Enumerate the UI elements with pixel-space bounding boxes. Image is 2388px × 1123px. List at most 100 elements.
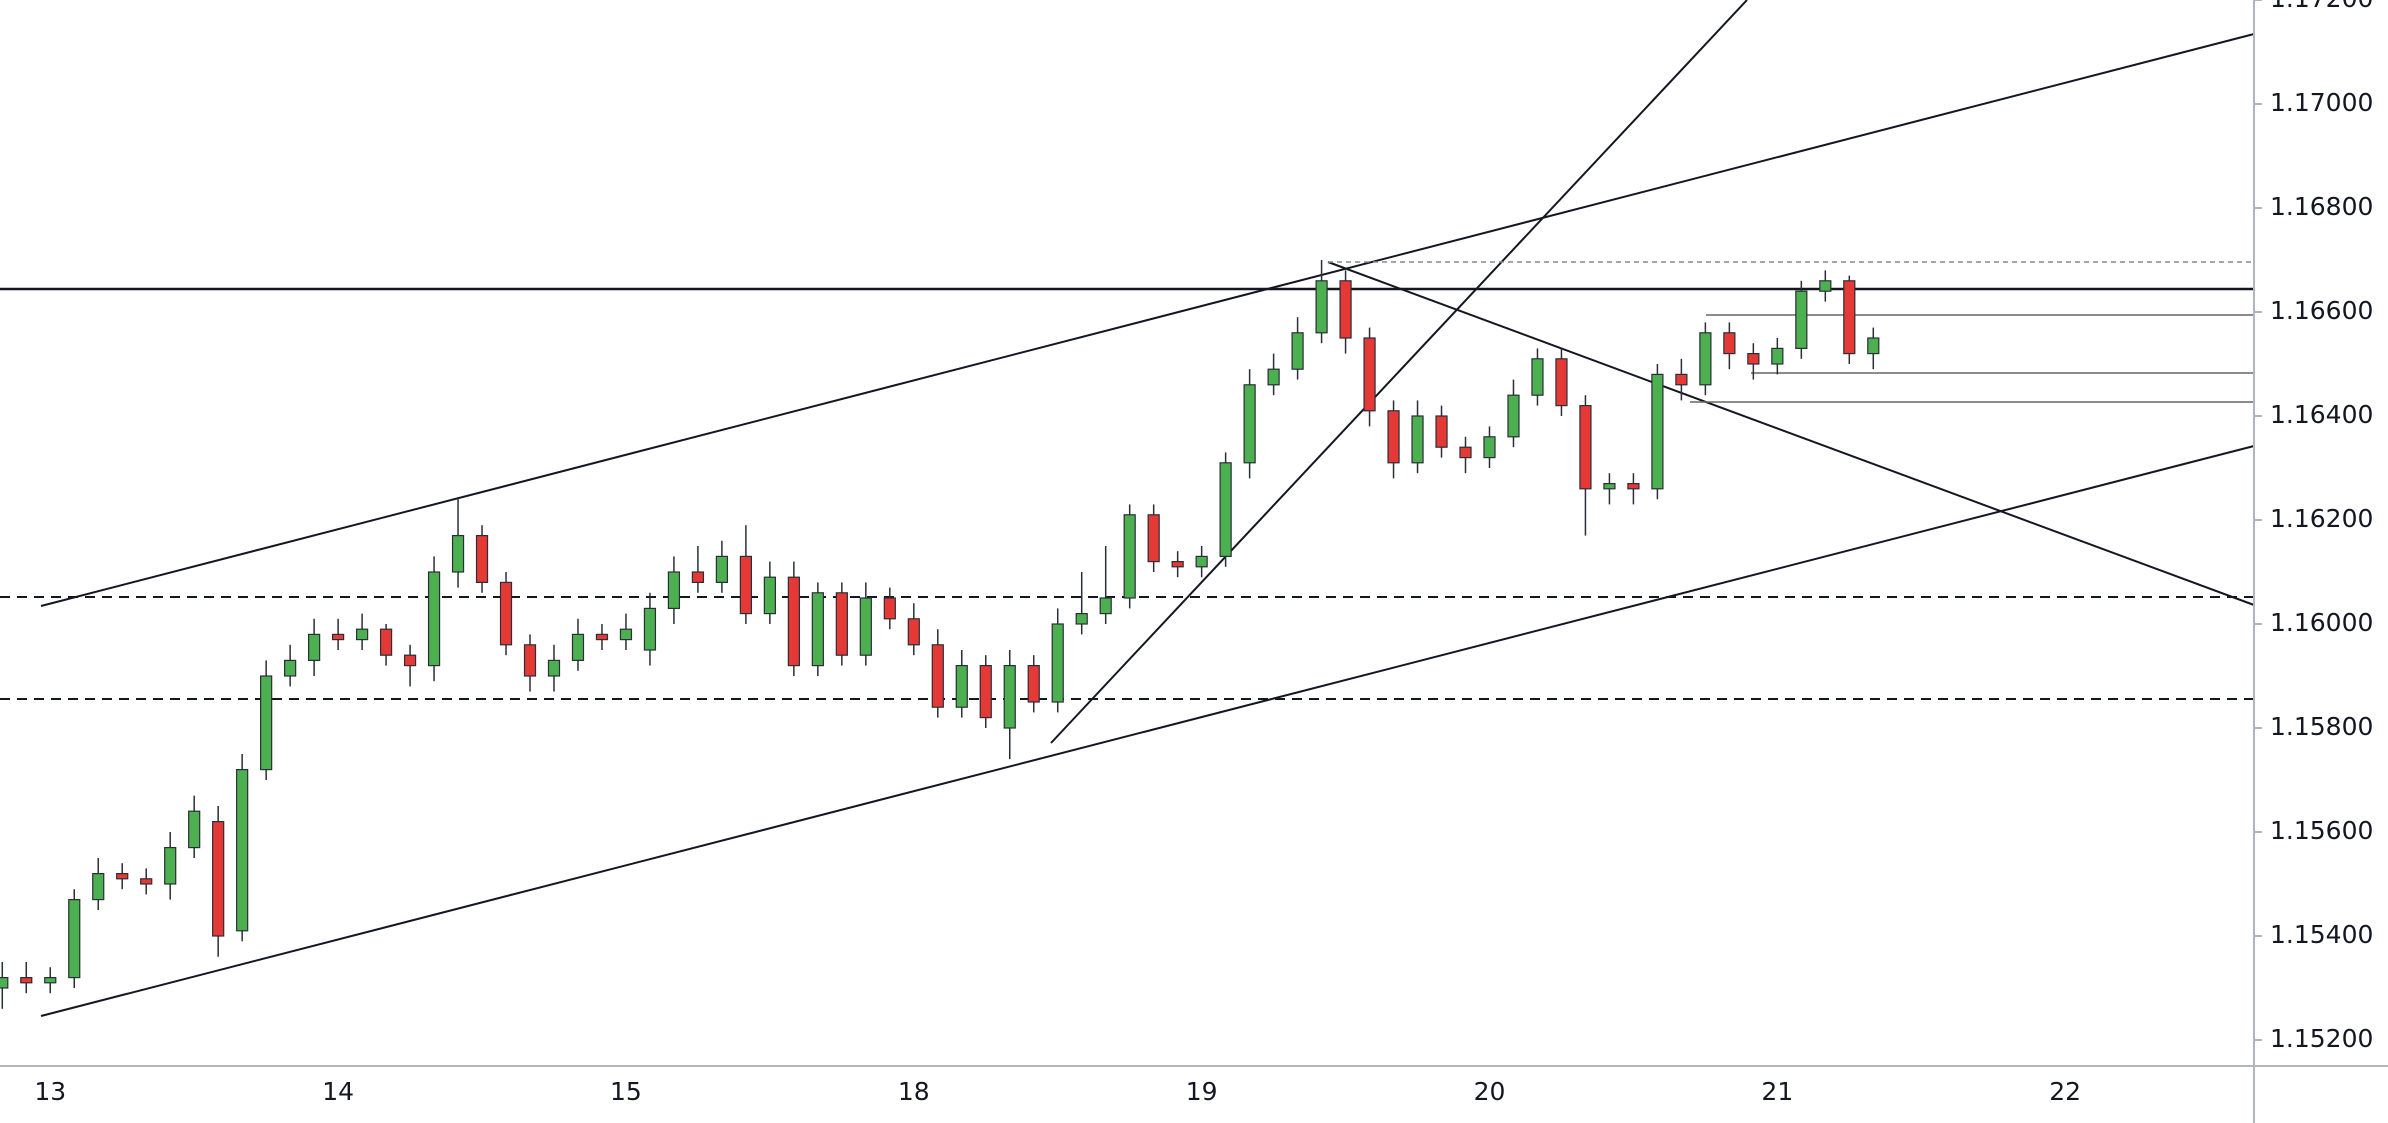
y-tick-label: 1.15200 <box>2270 1024 2373 1053</box>
candle-body <box>1243 384 1256 464</box>
candle-body <box>1603 483 1616 490</box>
y-tick-label: 1.15600 <box>2270 816 2373 845</box>
x-tick-label: 14 <box>322 1077 354 1106</box>
candle-body <box>595 633 609 641</box>
candle-body <box>451 534 465 573</box>
candle-body <box>403 654 417 667</box>
candle-body <box>1579 405 1592 490</box>
candle-body <box>523 644 537 677</box>
candle-body <box>811 592 824 667</box>
candle-body <box>691 571 705 583</box>
candle-body <box>1123 514 1136 599</box>
candle-body <box>1099 597 1112 615</box>
candle-body <box>1627 483 1640 490</box>
candle-body <box>1843 280 1856 355</box>
candle-body <box>1075 612 1088 625</box>
candle-body <box>1027 664 1040 703</box>
x-tick-label: 18 <box>898 1077 930 1106</box>
candle-body <box>1147 514 1160 563</box>
lower-channel-line <box>40 445 2255 1017</box>
candle-body <box>1051 623 1064 703</box>
x-tick-label: 13 <box>34 1077 66 1106</box>
y-tick-label: 1.15800 <box>2270 712 2373 741</box>
candle-body <box>619 628 633 641</box>
candle-body <box>835 592 848 656</box>
candle-body <box>643 607 657 651</box>
candle-body <box>859 597 872 656</box>
upper-channel-line <box>40 33 2255 607</box>
candle-body <box>1699 332 1712 386</box>
candle-body <box>1507 394 1520 438</box>
candle-body <box>331 633 345 641</box>
candle-body <box>1747 353 1760 365</box>
steep-trend-line <box>1050 0 1748 744</box>
candle-body <box>1531 358 1544 396</box>
candle-body <box>188 810 201 849</box>
candle-body <box>1867 337 1880 355</box>
candle-body <box>116 872 129 880</box>
candles <box>0 260 1880 1009</box>
candle-body <box>1435 415 1448 448</box>
falling-trend-line <box>1327 261 2255 606</box>
candle-body <box>164 846 177 885</box>
candle-body <box>547 659 561 677</box>
candle-body <box>140 878 153 885</box>
candle-body <box>1483 436 1496 459</box>
candle-body <box>1387 410 1400 464</box>
candle-body <box>1411 415 1424 464</box>
candle-body <box>1219 462 1232 557</box>
y-tick-label: 1.16400 <box>2270 400 2373 429</box>
y-tick-label: 1.16800 <box>2270 192 2373 221</box>
candle-body <box>308 633 321 662</box>
candle-body <box>236 768 249 932</box>
candle-body <box>260 675 273 771</box>
candle-body <box>1195 555 1208 568</box>
candle-body <box>44 976 57 984</box>
candle-body <box>1819 280 1832 292</box>
candle-body <box>1771 347 1784 365</box>
y-tick-label: 1.15400 <box>2270 920 2373 949</box>
candle-body <box>1723 332 1736 355</box>
candle-body <box>284 659 297 677</box>
candle-body <box>1003 664 1016 729</box>
candle-body <box>1795 290 1808 350</box>
drawings <box>0 0 2255 1017</box>
candle-body <box>1555 358 1568 407</box>
x-tick-label: 22 <box>2049 1077 2081 1106</box>
y-tick-label: 1.16600 <box>2270 296 2373 325</box>
candle-body <box>355 628 369 641</box>
candle-body <box>955 664 968 708</box>
candle-body <box>20 976 33 984</box>
candle-body <box>379 628 393 656</box>
candle-body <box>1291 332 1304 370</box>
candle-body <box>499 581 513 646</box>
candle-body <box>979 664 992 719</box>
candle-body <box>931 644 944 708</box>
y-tick-label: 1.17200 <box>2270 0 2373 13</box>
candle-body <box>92 872 105 901</box>
candle-body <box>427 571 441 667</box>
candle-body <box>787 576 800 667</box>
candle-body <box>1459 446 1472 459</box>
candle-body <box>907 618 920 646</box>
candle-body <box>1363 337 1376 412</box>
x-tick-label: 15 <box>610 1077 642 1106</box>
candle-body <box>475 534 489 583</box>
candle-body <box>739 555 753 615</box>
candle-body <box>667 571 681 610</box>
candle-body <box>883 597 896 620</box>
candle-body <box>715 555 729 584</box>
x-tick-label: 21 <box>1761 1077 1793 1106</box>
candle-body <box>763 576 776 615</box>
y-tick-label: 1.17000 <box>2270 88 2373 117</box>
candle-body <box>0 976 9 989</box>
candle-body <box>68 898 81 979</box>
candle-body <box>1675 373 1688 386</box>
candle-body <box>571 633 585 662</box>
candle-body <box>1315 280 1328 334</box>
x-tick-label: 19 <box>1186 1077 1218 1106</box>
candle-body <box>1339 280 1352 339</box>
y-tick-label: 1.16200 <box>2270 504 2373 533</box>
